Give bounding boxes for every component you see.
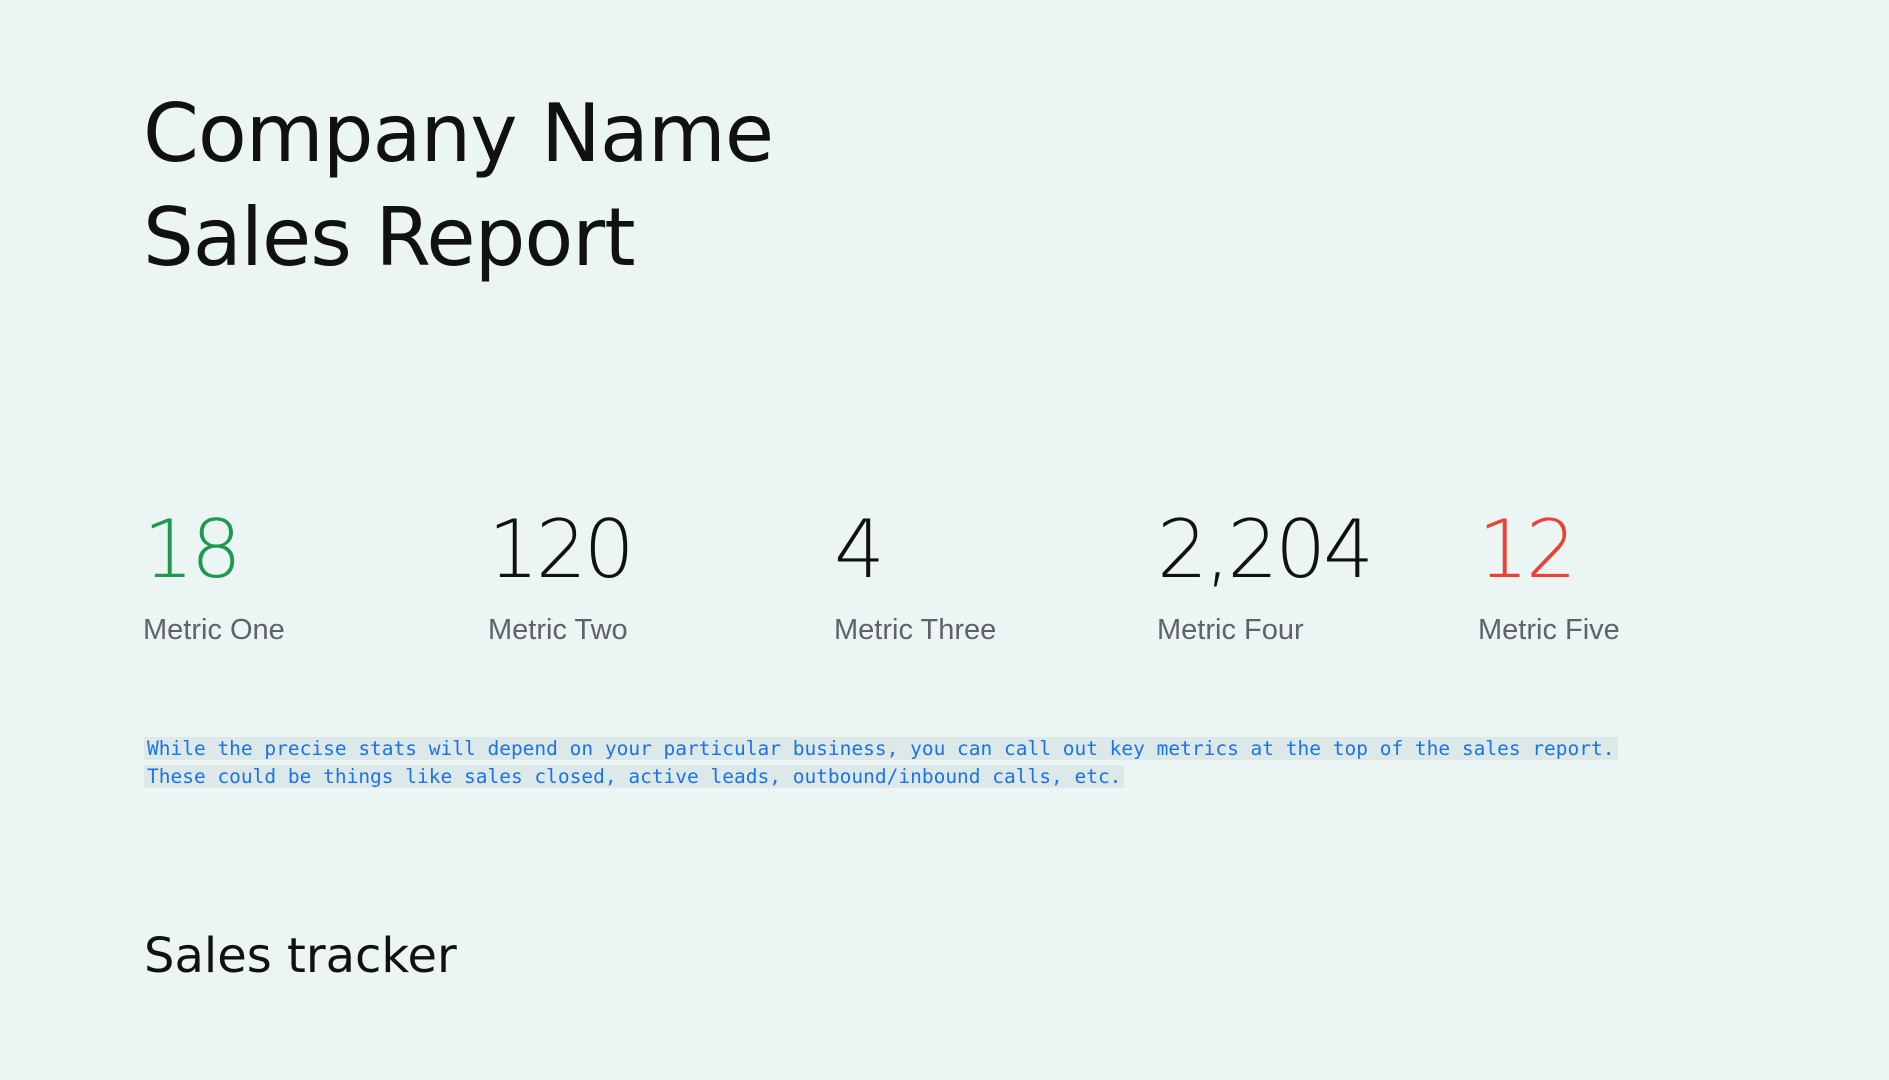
metric-label: Metric One bbox=[143, 614, 285, 646]
metric-label: Metric Three bbox=[834, 614, 997, 646]
title-line-1: Company Name bbox=[143, 87, 774, 180]
metric-five: 12 Metric Five bbox=[1478, 500, 1620, 647]
note-line-2: These could be things like sales closed,… bbox=[144, 765, 1125, 788]
metric-one: 18 Metric One bbox=[143, 500, 285, 647]
metric-two: 120 Metric Two bbox=[488, 500, 635, 647]
metric-value: 4 bbox=[834, 503, 885, 596]
metric-label: Metric Five bbox=[1478, 614, 1620, 646]
metric-three: 4 Metric Three bbox=[834, 500, 996, 647]
title-line-2: Sales Report bbox=[143, 191, 636, 284]
metric-value: 2,204 bbox=[1157, 503, 1374, 596]
metric-value: 120 bbox=[488, 503, 635, 596]
metric-value: 12 bbox=[1478, 503, 1577, 596]
note-line-1: While the precise stats will depend on y… bbox=[144, 737, 1618, 760]
instruction-note: While the precise stats will depend on y… bbox=[144, 735, 1618, 791]
section-heading-sales-tracker: Sales tracker bbox=[144, 928, 457, 984]
metric-label: Metric Four bbox=[1157, 614, 1304, 646]
metric-label: Metric Two bbox=[488, 614, 628, 646]
metric-value: 18 bbox=[143, 503, 242, 596]
page-title: Company Name Sales Report bbox=[143, 82, 774, 290]
metric-four: 2,204 Metric Four bbox=[1157, 500, 1374, 647]
